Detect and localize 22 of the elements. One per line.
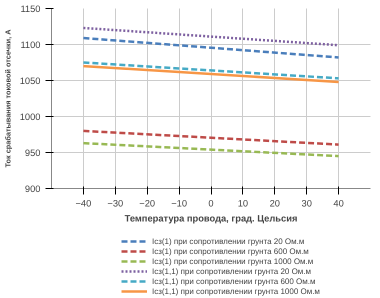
x-tick-label: −10: [171, 198, 188, 208]
legend-label: Icз(1,1) при сопротивлении грунта 1000 Ом.м: [152, 286, 320, 296]
y-tick-label: 950: [24, 148, 41, 158]
y-tick-label: 1050: [20, 76, 41, 86]
y-tick-label: 1100: [20, 40, 41, 50]
legend-label: Icз(1) при сопротивлении грунта 600 Ом.м: [152, 246, 309, 256]
y-tick-label: 1000: [20, 112, 41, 122]
x-tick-label: 10: [238, 198, 248, 208]
x-tick-label: 20: [270, 198, 280, 208]
legend-label: Icз(1,1) при сопротивлении грунта 600 Ом.м: [152, 276, 316, 286]
x-tick-label: 30: [302, 198, 312, 208]
x-tick-label: −20: [139, 198, 156, 208]
x-axis-title: Температура провода, град. Цельсия: [124, 214, 298, 224]
legend-label: Icз(1) при сопротивлении грунта 20 Ом.м: [152, 236, 304, 246]
y-tick-label: 900: [24, 184, 41, 194]
legend-label: Icз(1) при сопротивлении грунта 1000 Ом.м: [152, 256, 314, 266]
x-tick-label: 40: [333, 198, 344, 208]
x-tick-label: −30: [107, 198, 124, 208]
y-tick-label: 1150: [20, 4, 41, 14]
x-tick-label: −40: [75, 198, 92, 208]
legend-label: Icз(1,1) при сопротивлении грунта 20 Ом.м: [152, 266, 312, 276]
x-tick-label: 0: [208, 198, 214, 208]
